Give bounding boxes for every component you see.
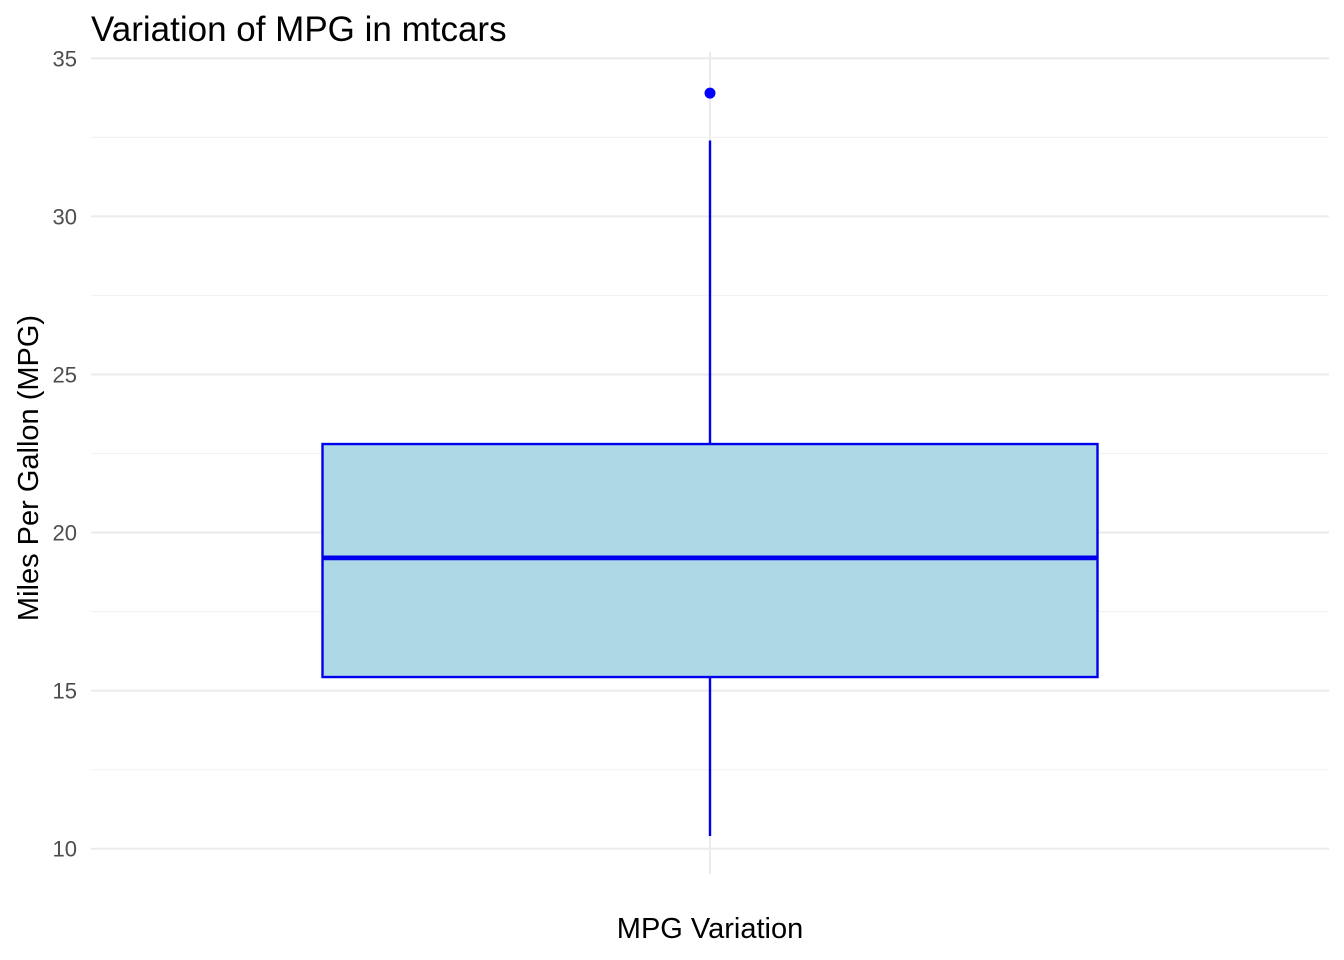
y-tick-label: 10 bbox=[53, 837, 77, 862]
x-axis-label: MPG Variation bbox=[617, 913, 803, 945]
y-tick-label: 20 bbox=[53, 521, 77, 546]
chart-title: Variation of MPG in mtcars bbox=[91, 10, 507, 49]
y-axis-label: Miles Per Gallon (MPG) bbox=[13, 315, 45, 621]
y-tick-label: 15 bbox=[53, 679, 77, 704]
iqr-box bbox=[321, 442, 1099, 679]
y-tick-label: 25 bbox=[53, 362, 77, 387]
outlier-point bbox=[704, 87, 716, 99]
y-tick-label: 35 bbox=[53, 46, 77, 71]
y-tick-label: 30 bbox=[53, 204, 77, 229]
y-axis-ticks: 10 15 20 25 30 35 bbox=[53, 46, 77, 861]
boxplot-series bbox=[321, 87, 1099, 837]
